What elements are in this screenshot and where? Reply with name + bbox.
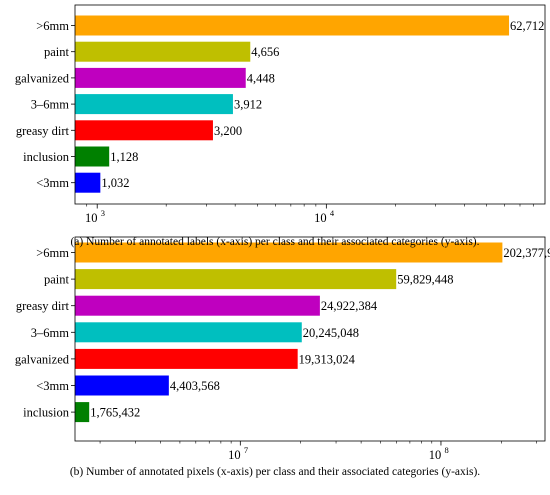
category-label: 3–6mm bbox=[31, 98, 69, 112]
x-tick-label: 10 bbox=[85, 211, 98, 225]
x-tick-label: 10 bbox=[314, 211, 327, 225]
bar bbox=[75, 67, 246, 88]
value-label: 3,912 bbox=[234, 98, 262, 112]
bar bbox=[75, 41, 251, 62]
caption-b: (b) Number of annotated pixels (x-axis) … bbox=[69, 466, 481, 478]
category-label: greasy dirt bbox=[16, 124, 70, 138]
value-label: 1,765,432 bbox=[90, 406, 140, 420]
bar bbox=[75, 375, 169, 396]
category-label: <3mm bbox=[36, 379, 69, 393]
value-label: 19,313,024 bbox=[299, 352, 356, 366]
caption-a: (a) Number of annotated labels (x-axis) … bbox=[70, 236, 480, 248]
value-label: 4,448 bbox=[247, 71, 275, 85]
bar bbox=[75, 322, 302, 343]
value-label: 3,200 bbox=[214, 124, 242, 138]
value-label: 202,377,984 bbox=[503, 246, 550, 260]
bar bbox=[75, 242, 503, 263]
value-label: 20,245,048 bbox=[303, 326, 359, 340]
x-tick-exponent: 3 bbox=[101, 208, 105, 218]
bar bbox=[75, 402, 90, 423]
x-tick-exponent: 8 bbox=[444, 445, 448, 455]
value-label: 24,922,384 bbox=[321, 299, 378, 313]
value-label: 4,656 bbox=[251, 45, 279, 59]
category-label: inclusion bbox=[23, 150, 70, 164]
bar bbox=[75, 15, 510, 36]
bar bbox=[75, 269, 397, 290]
x-tick-label: 10 bbox=[429, 448, 442, 462]
value-label: 62,712 bbox=[510, 19, 544, 33]
category-label: <3mm bbox=[36, 176, 69, 190]
category-label: galvanized bbox=[15, 71, 70, 85]
category-label: galvanized bbox=[15, 352, 70, 366]
category-label: 3–6mm bbox=[31, 326, 69, 340]
category-label: >6mm bbox=[36, 246, 69, 260]
value-label: 1,032 bbox=[101, 176, 129, 190]
bar bbox=[75, 94, 233, 115]
bar bbox=[75, 146, 110, 167]
x-tick-exponent: 4 bbox=[330, 208, 335, 218]
category-label: greasy dirt bbox=[16, 299, 70, 313]
bar bbox=[75, 120, 213, 141]
value-label: 1,128 bbox=[110, 150, 138, 164]
category-label: inclusion bbox=[23, 406, 70, 420]
chart-b: 202,377,984 >6mm 59,829,448 paint 24,922,384… bbox=[15, 236, 550, 462]
category-label: paint bbox=[44, 45, 70, 59]
chart-a: 62,712 >6mm 4,656 paint 4,448 galvanized 3,912… bbox=[15, 4, 546, 225]
axes-frame bbox=[74, 236, 546, 442]
axes-frame bbox=[74, 4, 546, 205]
value-label: 4,403,568 bbox=[170, 379, 220, 393]
x-tick-exponent: 7 bbox=[244, 445, 248, 455]
value-label: 59,829,448 bbox=[397, 273, 453, 287]
bar bbox=[75, 172, 101, 193]
bar bbox=[75, 348, 298, 369]
category-label: paint bbox=[44, 273, 70, 287]
bar bbox=[75, 295, 320, 316]
x-tick-label: 10 bbox=[228, 448, 241, 462]
category-label: >6mm bbox=[36, 19, 69, 33]
